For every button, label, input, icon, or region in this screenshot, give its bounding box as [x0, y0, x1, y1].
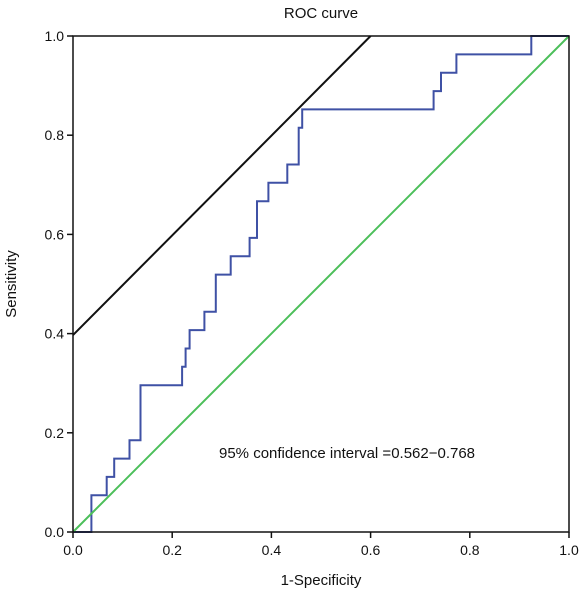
y-axis-title: Sensitivity — [3, 250, 20, 318]
y-tick-label: 1.0 — [45, 28, 65, 44]
y-tick-label: 0.0 — [45, 524, 65, 540]
x-axis-title: 1-Specificity — [281, 572, 362, 589]
upper-bound-line — [72, 35, 372, 336]
chart-title: ROC curve — [284, 5, 358, 22]
x-tick-label: 0.8 — [460, 542, 480, 558]
roc-curve-line — [73, 35, 569, 533]
x-tick-label: 0.0 — [63, 542, 83, 558]
x-tick-label: 0.2 — [162, 542, 182, 558]
y-tick-label: 0.2 — [45, 425, 65, 441]
reference-diagonal-line — [72, 35, 570, 533]
x-tick-label: 0.6 — [361, 542, 381, 558]
y-tick-label: 0.8 — [45, 127, 65, 143]
confidence-interval-annotation: 95% confidence interval =0.562−0.768 — [219, 445, 475, 462]
x-tick-label: 1.0 — [559, 542, 579, 558]
axis-layer: 0.0 0.2 0.4 0.6 0.8 1.0 0.0 0.2 0.4 0.6 0.8 1.0 — [45, 28, 579, 558]
plot-frame — [72, 35, 570, 533]
y-tick-label: 0.4 — [45, 326, 65, 342]
series-layer — [72, 35, 570, 533]
x-tick-label: 0.4 — [262, 542, 282, 558]
y-tick-label: 0.6 — [45, 226, 65, 242]
